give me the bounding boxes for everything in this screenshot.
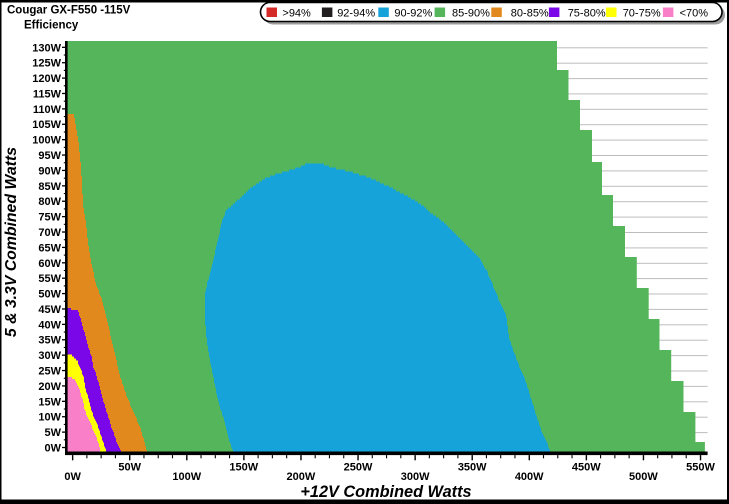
svg-text:85-90%: 85-90%: [452, 7, 490, 19]
svg-text:70-75%: 70-75%: [623, 7, 661, 19]
svg-text:>94%: >94%: [282, 7, 311, 19]
svg-text:80W: 80W: [38, 196, 61, 208]
svg-text:15W: 15W: [38, 396, 61, 408]
svg-text:350W: 350W: [458, 462, 487, 474]
svg-text:55W: 55W: [38, 273, 61, 285]
svg-text:45W: 45W: [38, 304, 61, 316]
svg-text:95W: 95W: [38, 150, 61, 162]
svg-text:60W: 60W: [38, 258, 61, 270]
svg-text:105W: 105W: [32, 119, 61, 131]
svg-text:40W: 40W: [38, 319, 61, 331]
svg-text:+12V Combined Watts: +12V Combined Watts: [300, 483, 471, 501]
svg-text:25W: 25W: [38, 366, 61, 378]
svg-text:10W: 10W: [38, 412, 61, 424]
svg-text:65W: 65W: [38, 242, 61, 254]
svg-text:400W: 400W: [515, 471, 544, 483]
svg-text:0W: 0W: [64, 471, 81, 483]
svg-text:100W: 100W: [32, 135, 61, 147]
svg-text:Efficiency: Efficiency: [24, 20, 79, 32]
svg-text:120W: 120W: [32, 73, 61, 85]
svg-text:250W: 250W: [344, 462, 373, 474]
svg-text:Cougar GX-F550 -115V: Cougar GX-F550 -115V: [7, 5, 131, 17]
svg-text:90-92%: 90-92%: [394, 7, 432, 19]
svg-text:50W: 50W: [118, 462, 141, 474]
svg-text:20W: 20W: [38, 381, 61, 393]
svg-text:0W: 0W: [45, 443, 62, 455]
svg-text:550W: 550W: [686, 462, 715, 474]
svg-text:75W: 75W: [38, 212, 61, 224]
svg-text:30W: 30W: [38, 350, 61, 362]
svg-text:80-85%: 80-85%: [511, 7, 549, 19]
svg-text:125W: 125W: [32, 58, 61, 70]
svg-text:<70%: <70%: [680, 7, 709, 19]
svg-text:5W: 5W: [45, 427, 62, 439]
svg-text:500W: 500W: [629, 471, 658, 483]
svg-text:70W: 70W: [38, 227, 61, 239]
svg-text:450W: 450W: [572, 462, 601, 474]
svg-text:150W: 150W: [229, 462, 258, 474]
svg-text:110W: 110W: [33, 104, 62, 116]
svg-text:115W: 115W: [33, 88, 62, 100]
svg-text:300W: 300W: [401, 471, 430, 483]
svg-text:90W: 90W: [38, 165, 61, 177]
svg-text:75-80%: 75-80%: [568, 7, 606, 19]
svg-text:35W: 35W: [38, 335, 61, 347]
svg-text:92-94%: 92-94%: [337, 7, 375, 19]
svg-text:5 & 3.3V Combined Watts: 5 & 3.3V Combined Watts: [3, 147, 20, 337]
svg-text:130W: 130W: [32, 42, 61, 54]
svg-text:100W: 100W: [172, 471, 201, 483]
svg-text:50W: 50W: [38, 289, 61, 301]
svg-text:85W: 85W: [38, 181, 61, 193]
svg-text:200W: 200W: [287, 471, 316, 483]
